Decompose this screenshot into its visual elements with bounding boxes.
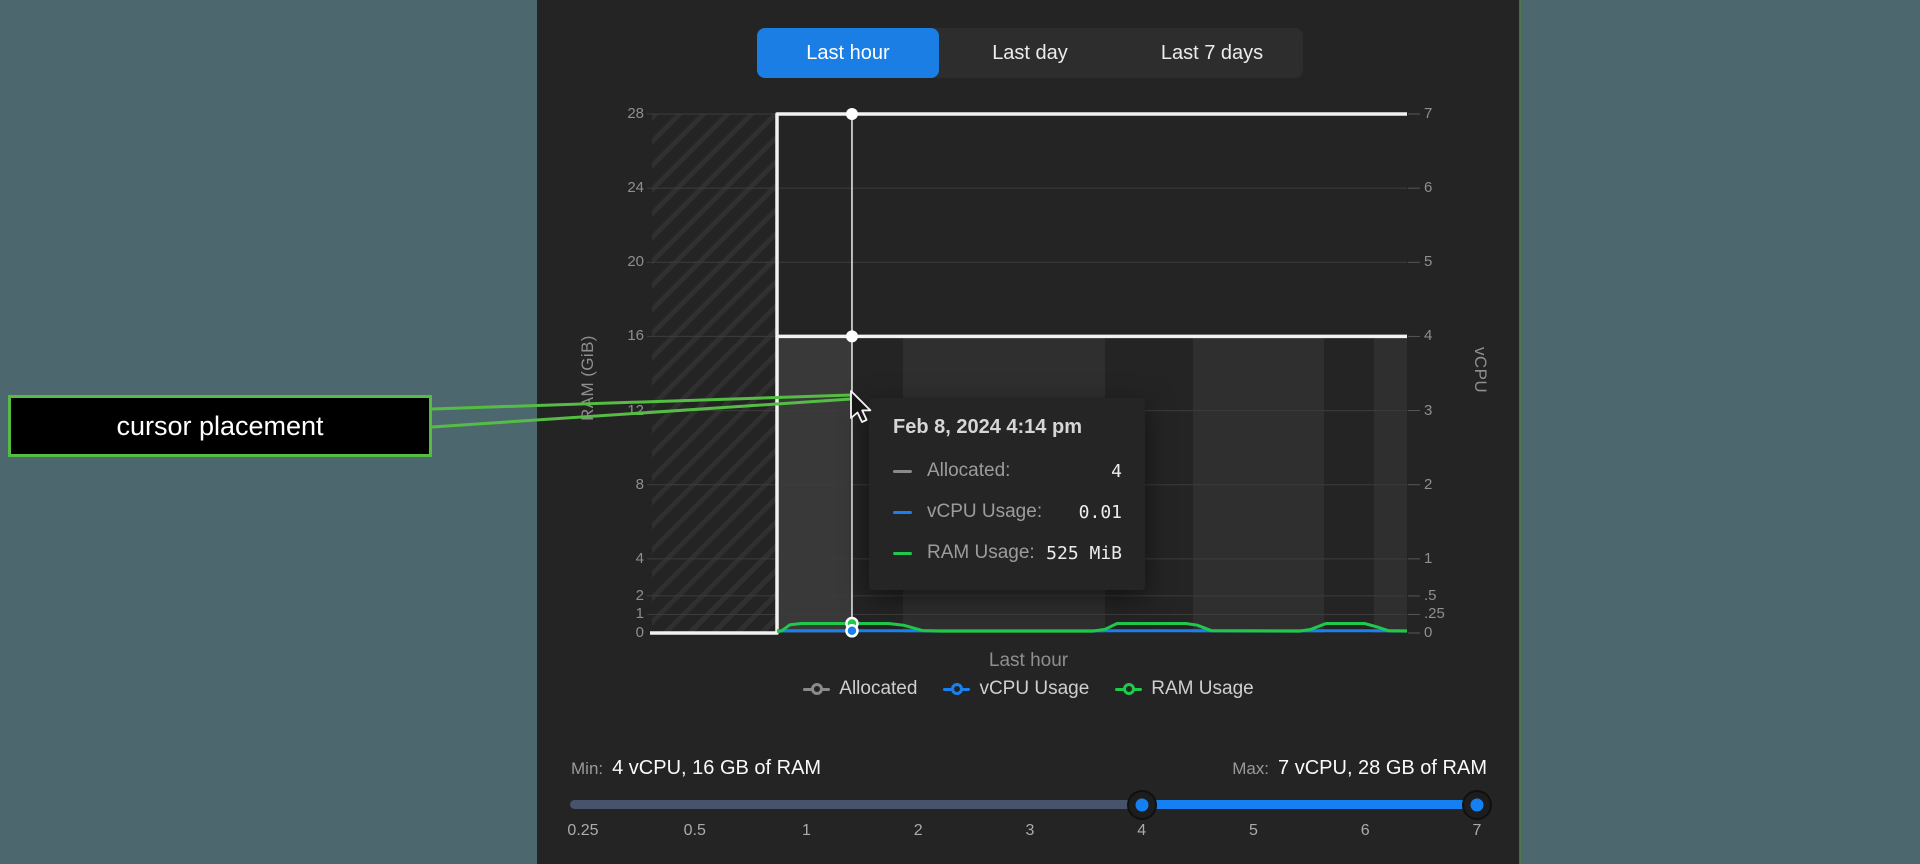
min-label: Min: [571, 759, 604, 778]
min-allocation-summary: Min: 4 vCPU, 16 GB of RAM [571, 757, 821, 780]
slider-tick-label-1: 1 [802, 822, 811, 839]
y-left-tick-label: 1 [635, 605, 644, 623]
legend-label: Allocated [839, 678, 918, 699]
panel-edge-highlight [1519, 0, 1521, 864]
y-left-tick-label: 0 [635, 624, 644, 641]
slider-tick-label-0-25: 0.25 [567, 822, 599, 839]
legend-label: RAM Usage [1151, 678, 1254, 699]
max-label: Max: [1232, 759, 1270, 778]
legend-item-allocated[interactable]: Allocated [803, 678, 917, 700]
tooltip-row-label: RAM Usage: [927, 542, 1035, 563]
slider-tick-label-5: 5 [1249, 822, 1258, 839]
y-right-tick-label: 3 [1424, 401, 1433, 419]
y-left-tick-label: 16 [627, 327, 644, 345]
y-right-tick-label: .25 [1424, 605, 1445, 623]
y-right-tick-label: 6 [1424, 179, 1433, 197]
legend-ring [1122, 683, 1135, 695]
chart-tooltip: Feb 8, 2024 4:14 pm Allocated: 4 vCPU Usag… [869, 398, 1145, 590]
cursor-placement-callout: cursor placement [8, 395, 432, 457]
tooltip-row-value: 4 [1111, 460, 1122, 482]
no-data-hatch-region [652, 114, 778, 633]
y-right-tick-label: 4 [1424, 327, 1433, 345]
min-value: 4 vCPU, 16 GB of RAM [612, 757, 822, 779]
y-right-tick-label: 0 [1424, 624, 1433, 641]
tooltip-timestamp: Feb 8, 2024 4:14 pm [893, 416, 1082, 438]
chart-shading-dim [1323, 336, 1374, 633]
max-value: 7 vCPU, 28 GB of RAM [1278, 757, 1487, 779]
y-left-tick-label: 24 [627, 179, 644, 197]
legend-line-icon [943, 682, 971, 696]
legend-line-icon [1115, 682, 1143, 696]
y-right-axis-title: vCPU [1471, 347, 1490, 393]
legend-item-ram-usage[interactable]: RAM Usage [1115, 678, 1254, 700]
legend-line-icon [803, 682, 831, 696]
cursor-placement-label: cursor placement [116, 410, 324, 441]
tooltip-row-allocated: Allocated: 4 [893, 460, 1122, 482]
legend-ring [950, 683, 963, 695]
y-left-tick-label: 28 [627, 105, 644, 122]
tooltip-rows: Allocated: 4 vCPU Usage: 0.01 RAM Usage: 525 … [893, 460, 1122, 564]
range-slider-track[interactable] [570, 789, 1492, 820]
tooltip-row-vcpu-usage: vCPU Usage: 0.01 [893, 501, 1122, 523]
y-left-tick-label: 4 [635, 549, 644, 567]
y-right-tick-label: 1 [1424, 549, 1433, 567]
tooltip-series-dash-icon [893, 551, 912, 555]
legend-item-vcpu-usage[interactable]: vCPU Usage [943, 678, 1089, 700]
y-left-tick-label: 12 [627, 401, 644, 419]
tooltip-row-label: vCPU Usage: [927, 501, 1043, 522]
slider-tick-label-7: 7 [1472, 822, 1482, 839]
y-right-tick-label: 5 [1424, 253, 1433, 271]
y-right-tick-label: 2 [1424, 475, 1433, 493]
tab-last-hour[interactable]: Last hour [757, 28, 939, 78]
slider-tick-label-2: 2 [913, 822, 923, 839]
y-right-tick-label: 7 [1424, 105, 1433, 122]
slider-tick-label-6: 6 [1360, 822, 1370, 839]
x-axis-title: Last hour [988, 650, 1069, 671]
legend-label: vCPU Usage [979, 678, 1090, 699]
max-allocation-summary: Max: 7 vCPU, 28 GB of RAM [1232, 757, 1487, 780]
tooltip-row-ram-usage: RAM Usage: 525 MiB [893, 542, 1122, 564]
tooltip-series-dash-icon [893, 469, 912, 473]
y-left-tick-label: 20 [627, 253, 644, 271]
tab-last-day[interactable]: Last day [939, 28, 1121, 78]
y-left-tick-label: 2 [635, 586, 644, 604]
tooltip-row-label: Allocated: [927, 460, 1011, 481]
slider-tick-label-0-5: 0.5 [683, 822, 706, 839]
range-slider-selected-range [1141, 800, 1490, 809]
slider-tick-label-3: 3 [1025, 822, 1035, 839]
chart-shading-hover [777, 336, 852, 633]
y-left-tick-label: 8 [635, 475, 644, 493]
y-right-tick-label: .5 [1424, 586, 1437, 604]
tooltip-row-value: 525 MiB [1046, 542, 1122, 564]
chart-legend: Allocated vCPU Usage RAM Usage [650, 678, 1407, 700]
slider-tick-labels: 0.25 0.5 1 2 3 4 5 6 7 [567, 822, 1481, 840]
legend-ring [810, 683, 823, 695]
time-range-tabs: Last hour Last day Last 7 days [757, 28, 1303, 78]
tooltip-row-value: 0.01 [1078, 501, 1122, 523]
tab-last-7-days[interactable]: Last 7 days [1121, 28, 1303, 78]
tooltip-series-dash-icon [893, 510, 912, 514]
slider-tick-label-4: 4 [1137, 822, 1147, 839]
slider-handle-max[interactable] [1462, 789, 1492, 820]
slider-handle-min[interactable] [1126, 789, 1157, 820]
